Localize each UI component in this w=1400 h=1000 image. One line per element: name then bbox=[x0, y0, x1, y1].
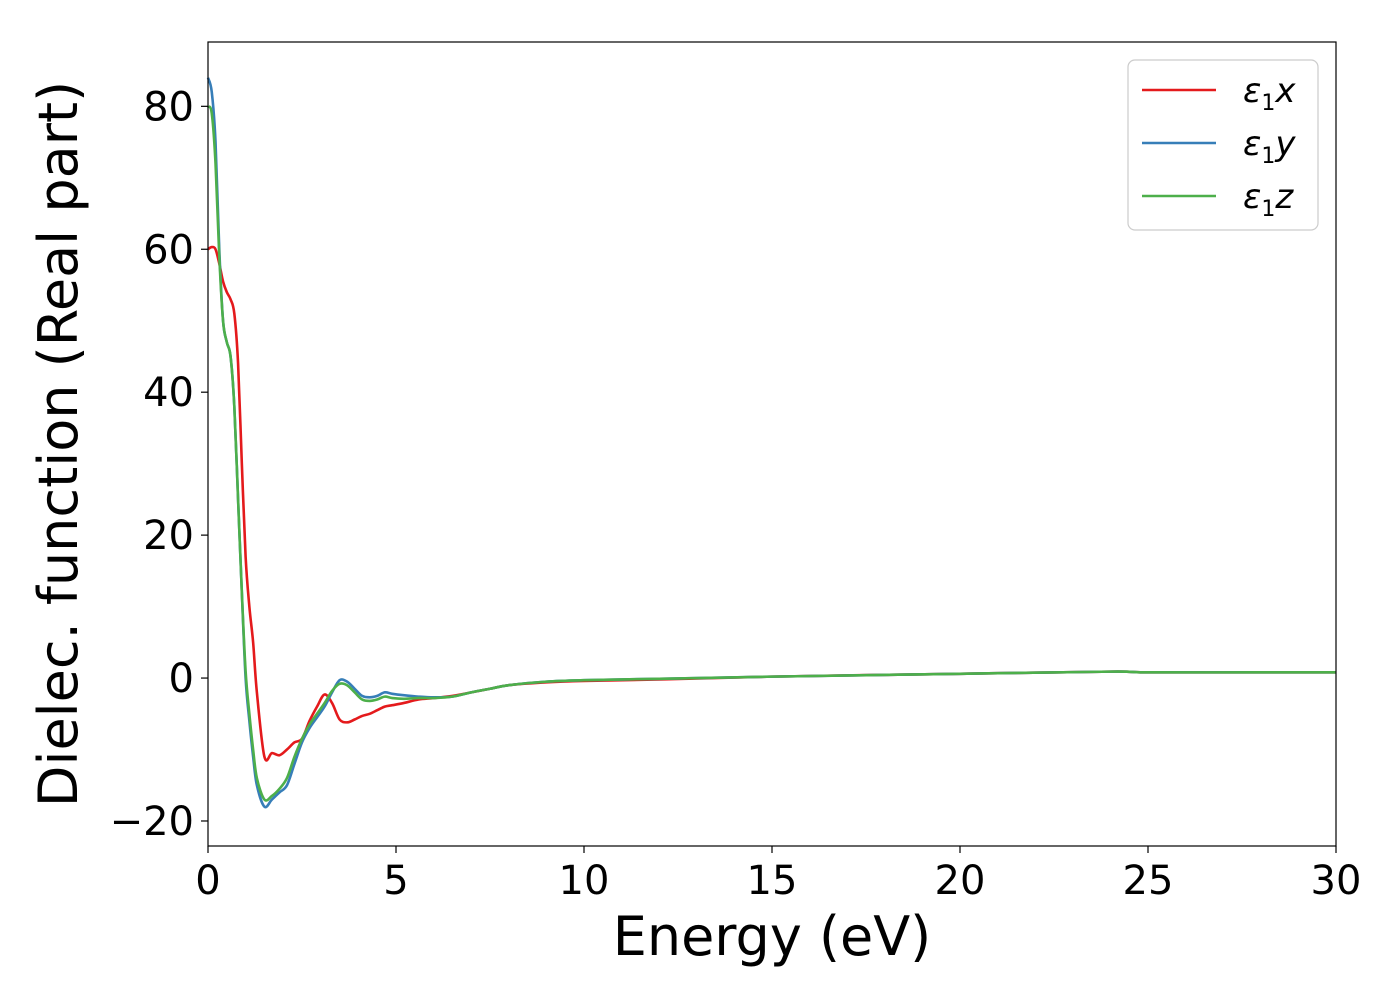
legend: ε1x ε1y ε1z bbox=[1127, 59, 1319, 231]
x-tick-label: 25 bbox=[1123, 858, 1174, 904]
x-axis-ticks: 0 5 10 15 20 25 30 bbox=[195, 846, 1361, 904]
plot-lines bbox=[206, 77, 1336, 809]
x-tick-label: 30 bbox=[1311, 858, 1362, 904]
y-tick-label: −20 bbox=[110, 799, 194, 845]
x-tick-label: 10 bbox=[559, 858, 610, 904]
y-tick-label: 60 bbox=[143, 227, 194, 273]
y-tick-label: 80 bbox=[143, 84, 194, 130]
series-line-x bbox=[207, 245, 1336, 762]
x-tick-label: 15 bbox=[747, 858, 798, 904]
legend-box bbox=[1127, 59, 1319, 231]
x-axis-title: Energy (eV) bbox=[613, 905, 932, 968]
y-tick-label: 40 bbox=[143, 370, 194, 416]
y-tick-label: 20 bbox=[143, 513, 194, 559]
series-line-z bbox=[206, 105, 1336, 802]
legend-label-z: ε1z bbox=[1243, 177, 1294, 222]
legend-label-x: ε1x bbox=[1243, 71, 1296, 116]
x-tick-label: 5 bbox=[383, 858, 408, 904]
y-tick-label: 0 bbox=[169, 656, 194, 702]
x-tick-label: 20 bbox=[935, 858, 986, 904]
x-tick-label: 0 bbox=[195, 858, 220, 904]
y-axis-title: Dielec. function (Real part) bbox=[27, 81, 90, 807]
legend-label-y: ε1y bbox=[1243, 124, 1296, 169]
y-axis-ticks: −20 0 20 40 60 80 bbox=[110, 84, 208, 845]
